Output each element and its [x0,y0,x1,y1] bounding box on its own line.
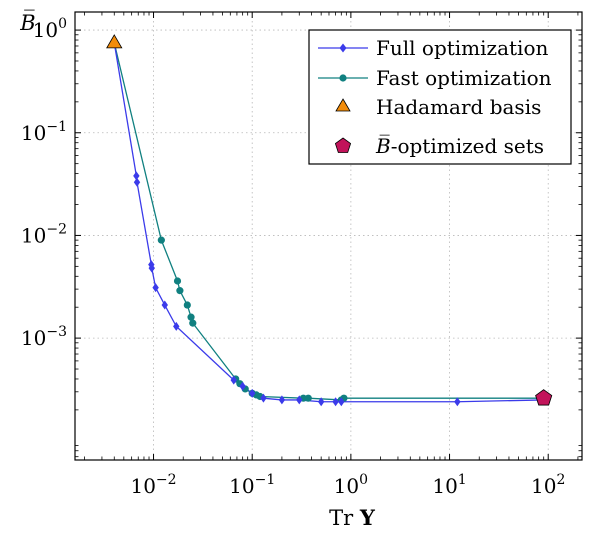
full-optimization-point [230,375,237,385]
full-optimization-point [239,381,246,391]
full-optimization-point [454,397,461,407]
x-axis-label: Tr Y [329,505,376,530]
full-optimization-point [317,397,325,407]
full-optimization-point [332,397,339,407]
legend-b-symbol: B̅ [375,133,391,158]
legend-b-text: -optimized sets [391,134,544,158]
fast-optimization-point [157,236,165,244]
legend-entry-full-optimization: Full optimization [318,36,548,60]
full-optimization-point [338,397,345,407]
ticks: 10−2 10−1 100 101 102 100 10−1 10−2 10−3 [21,12,582,498]
legend-box [308,29,572,165]
full-optimization-point [173,321,180,331]
full-optimization-point [278,395,286,405]
legend-label-full: Full optimization [376,36,548,60]
b-optimized-sets-point [535,389,553,406]
fast-optimization-point [183,301,191,309]
legend-label-hadamard: Hadamard basis [376,95,541,119]
fast-optimization-point [176,287,184,295]
legend-entry-fast-optimization: Fast optimization [318,66,552,90]
y-tick-label: 100 [33,16,67,42]
legend-marker-full [339,43,347,53]
full-optimization-point [133,177,141,187]
x-axis-label-prefix: Tr [329,506,360,530]
legend: Full optimization Fast optimization Hada… [308,29,572,165]
full-optimization-point [161,300,168,310]
y-tick-label: 10−2 [21,221,67,247]
plot-frame [74,11,583,461]
legend-label-b-optimized: B̅-optimized sets [375,133,544,158]
full-optimization-point [260,393,267,403]
legend-entry-b-optimized-sets: B̅-optimized sets [334,133,544,158]
legend-marker-hadamard [335,98,351,112]
full-optimization-point [133,171,140,181]
x-tick-label: 102 [531,472,565,498]
x-tick-label: 100 [334,472,368,498]
full-optimization-point [148,263,155,273]
full-optimization-point [296,395,303,405]
legend-marker-b-optimized [334,137,352,153]
fast-optimization-point [187,313,195,321]
series-layer [106,34,553,407]
x-tick-label: 10−1 [229,472,275,498]
fast-optimization-point [304,394,312,402]
legend-label-fast: Fast optimization [376,66,552,90]
y-tick-label: 10−3 [21,324,67,350]
fast-optimization-point [173,277,182,285]
x-axis-label-symbol: Y [359,505,376,530]
y-tick-label: 10−1 [21,119,67,145]
full-optimization-point [249,388,256,398]
hadamard-basis-point [106,34,123,49]
full-optimization-point [152,283,159,293]
x-tick-label: 10−2 [130,472,176,498]
legend-entry-hadamard-basis: Hadamard basis [335,95,541,119]
x-tick-label: 101 [432,472,466,498]
y-axis-label: B̅ [19,10,35,35]
fast-optimization-point [189,319,197,327]
legend-marker-fast [339,74,347,82]
